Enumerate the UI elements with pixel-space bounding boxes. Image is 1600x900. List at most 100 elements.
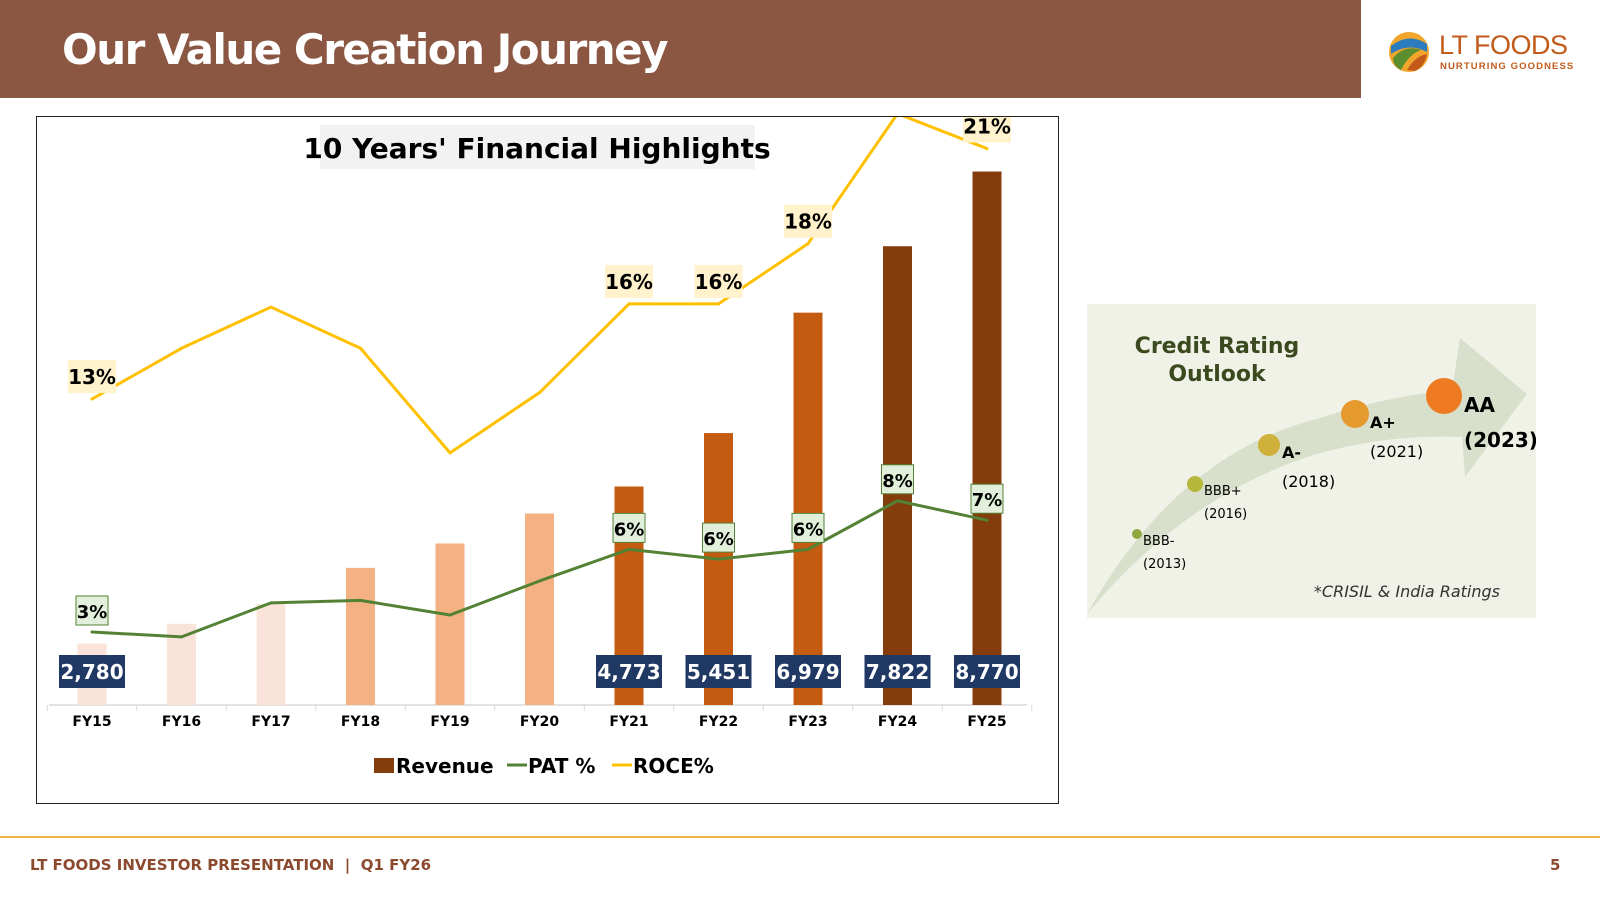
- rating-label: A-: [1282, 443, 1301, 462]
- rating-label: A+: [1370, 413, 1396, 432]
- roce-line-point: [359, 346, 362, 350]
- pat-line-point: [359, 598, 362, 602]
- revenue-bar-fy23: [793, 312, 823, 705]
- slide-title: Our Value Creation Journey: [62, 25, 668, 74]
- legend-roce-label: ROCE%: [633, 754, 714, 778]
- pat-data-label: 6%: [793, 519, 824, 540]
- revenue-data-label: 8,770: [955, 660, 1018, 684]
- rating-label: BBB+: [1204, 484, 1242, 499]
- rating-dot-0: [1132, 529, 1142, 539]
- revenue-data-label: 5,451: [687, 660, 750, 684]
- roce-data-label: 18%: [784, 210, 832, 234]
- pat-label-background: [702, 522, 735, 553]
- x-tick-label: FY24: [878, 714, 917, 730]
- roce-line-point: [538, 391, 541, 395]
- footer-text: LT FOODS INVESTOR PRESENTATION | Q1 FY26: [30, 856, 432, 874]
- x-tick-label: FY15: [72, 714, 111, 730]
- x-tick-label: FY18: [341, 714, 380, 730]
- credit-title-line2: Outlook: [1168, 362, 1267, 387]
- roce-line-point: [627, 302, 631, 306]
- pat-data-label: 6%: [703, 529, 734, 550]
- roce-data-label: 16%: [695, 270, 743, 294]
- legend-revenue-swatch: [374, 758, 394, 773]
- roce-line-point: [448, 451, 452, 455]
- revenue-bar-fy20: [525, 513, 554, 705]
- logo-tagline: NURTURING GOODNESS: [1440, 61, 1575, 72]
- pat-line-point: [985, 518, 989, 522]
- x-tick-label: FY22: [699, 714, 738, 730]
- revenue-label-background: [775, 655, 841, 688]
- pat-line-point: [806, 547, 810, 551]
- roce-label-background: [694, 264, 743, 298]
- roce-line-point: [717, 302, 720, 306]
- rating-year: (2018): [1282, 472, 1335, 491]
- pat-data-label: 8%: [882, 471, 913, 492]
- roce-data-label: 16%: [605, 270, 653, 294]
- revenue-data-label: 2,780: [60, 660, 123, 684]
- revenue-label-background: [685, 655, 752, 688]
- x-tick-label: FY25: [967, 714, 1006, 730]
- company-logo: LT FOODS NURTURING GOODNESS: [1385, 28, 1585, 76]
- roce-line-point: [90, 397, 94, 401]
- revenue-bar-fy25: [972, 171, 1002, 706]
- chart-legend: Revenue PAT % ROCE%: [374, 754, 714, 778]
- rating-year: (2013): [1143, 557, 1186, 572]
- revenue-bar-fy19: [435, 543, 465, 705]
- credit-rating-graphic: Credit Rating Outlook BBB- (2013) BBB+ (2016)…: [1087, 334, 1536, 614]
- rating-label: AA: [1464, 393, 1495, 417]
- growth-arrow: [1087, 338, 1527, 614]
- x-tick-label: FY20: [520, 714, 559, 730]
- credit-rating-panel: Credit Rating Outlook BBB- (2013) BBB+ (2016)…: [1087, 304, 1536, 618]
- roce-data-label: 13%: [68, 365, 116, 389]
- chart-frame: 10 Years' Financial Highlights FY15 FY16 FY…: [36, 116, 1059, 804]
- roce-label-background: [963, 117, 1011, 143]
- pat-line-point: [90, 630, 94, 634]
- roce-line-point: [985, 147, 989, 151]
- pat-line-point: [538, 579, 541, 583]
- revenue-bar-fy18: [346, 567, 375, 705]
- pat-data-label: 3%: [77, 602, 108, 623]
- rating-dot-2: [1258, 434, 1280, 456]
- revenue-label-background: [864, 655, 931, 688]
- roce-line-point: [806, 242, 810, 246]
- x-tick-label: FY17: [251, 714, 290, 730]
- revenue-label-background: [954, 655, 1020, 688]
- pat-label-background: [612, 512, 646, 543]
- credit-source-note: *CRISIL & India Ratings: [1314, 582, 1500, 601]
- revenue-data-label: 7,822: [866, 660, 929, 684]
- roce-line-point: [269, 305, 273, 309]
- pat-label-background: [791, 512, 825, 543]
- revenue-label-background: [596, 655, 662, 688]
- pat-line-point: [448, 613, 452, 617]
- x-tick-label: FY19: [430, 714, 469, 730]
- rating-year: (2021): [1370, 442, 1423, 461]
- revenue-label-background: [59, 655, 125, 688]
- credit-title-line1: Credit Rating: [1135, 334, 1300, 359]
- page-number: 5: [1550, 856, 1561, 874]
- pat-line-point: [627, 547, 631, 551]
- legend-pat-label: PAT %: [528, 754, 595, 778]
- financial-chart: 10 Years' Financial Highlights FY15 FY16 FY…: [46, 117, 1033, 778]
- rating-year: (2023): [1464, 428, 1536, 452]
- chart-title: 10 Years' Financial Highlights: [303, 132, 770, 165]
- pat-line-point: [269, 601, 273, 605]
- rating-dot-4: [1426, 378, 1462, 414]
- rating-year: (2016): [1204, 507, 1247, 522]
- roce-line-point: [180, 346, 183, 350]
- pat-line-point: [896, 499, 899, 503]
- pat-data-label: 7%: [972, 490, 1003, 511]
- revenue-bar-fy17: [256, 604, 286, 705]
- rating-label: BBB-: [1143, 534, 1175, 549]
- roce-label-background: [784, 204, 832, 238]
- logo-icon: [1389, 32, 1429, 72]
- x-tick-label: FY16: [162, 714, 201, 730]
- revenue-data-label: 6,979: [776, 660, 839, 684]
- roce-label-background: [605, 264, 653, 298]
- pat-label-background: [881, 464, 914, 495]
- legend-revenue-label: Revenue: [396, 754, 494, 778]
- revenue-data-label: 4,773: [597, 660, 660, 684]
- x-tick-label: FY23: [788, 714, 827, 730]
- pat-label-background: [970, 483, 1004, 514]
- pat-line-point: [717, 557, 720, 561]
- rating-dot-3: [1341, 400, 1369, 428]
